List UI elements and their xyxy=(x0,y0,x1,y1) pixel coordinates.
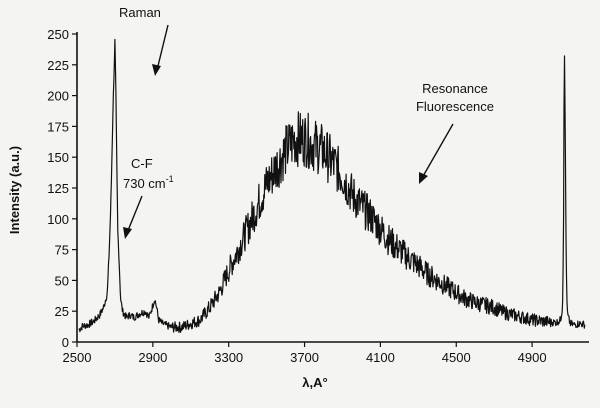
cf-label: C-F xyxy=(131,156,153,171)
cf-wavenumber-label: 730 cm-1 xyxy=(123,174,174,191)
y-tick-label: 50 xyxy=(55,273,69,288)
raman-arrowhead xyxy=(152,64,161,76)
x-tick-label: 2500 xyxy=(63,350,92,365)
cf-wavenumber-text: 730 cm xyxy=(123,176,166,191)
axes xyxy=(76,32,589,343)
y-tick-label: 0 xyxy=(62,335,69,350)
raman-arrow xyxy=(156,24,169,71)
cf-arrow xyxy=(126,195,143,234)
cf-arrowhead xyxy=(123,227,132,239)
x-tick-label: 2900 xyxy=(138,350,167,365)
fluorescence-label: Fluorescence xyxy=(416,99,494,114)
y-tick-label: 100 xyxy=(47,212,69,227)
y-tick-label: 175 xyxy=(47,119,69,134)
y-tick-label: 125 xyxy=(47,181,69,196)
y-tick-label: 150 xyxy=(47,150,69,165)
spectrum-line xyxy=(78,38,586,333)
x-tick-label: 4900 xyxy=(518,350,547,365)
raman-label: Raman xyxy=(119,5,161,20)
y-axis-title: Intensity (a.u.) xyxy=(7,146,22,234)
x-tick-label: 3700 xyxy=(290,350,319,365)
x-tick-label: 4500 xyxy=(442,350,471,365)
resonance-arrow xyxy=(421,123,454,179)
y-tick-label: 200 xyxy=(47,89,69,104)
ticks: 0 25 50 75 100 125 150 175 200 225 250 2500 2900 3300… xyxy=(47,27,546,365)
y-tick-label: 225 xyxy=(47,58,69,73)
resonance-label: Resonance xyxy=(422,81,488,96)
x-axis-title: λ,A° xyxy=(302,375,327,390)
y-tick-label: 250 xyxy=(47,27,69,42)
y-tick-label: 25 xyxy=(55,304,69,319)
cf-wavenumber-superscript: -1 xyxy=(166,174,174,184)
y-tick-label: 75 xyxy=(55,243,69,258)
resonance-arrowhead xyxy=(419,172,428,184)
x-tick-label: 4100 xyxy=(366,350,395,365)
x-tick-label: 3300 xyxy=(214,350,243,365)
